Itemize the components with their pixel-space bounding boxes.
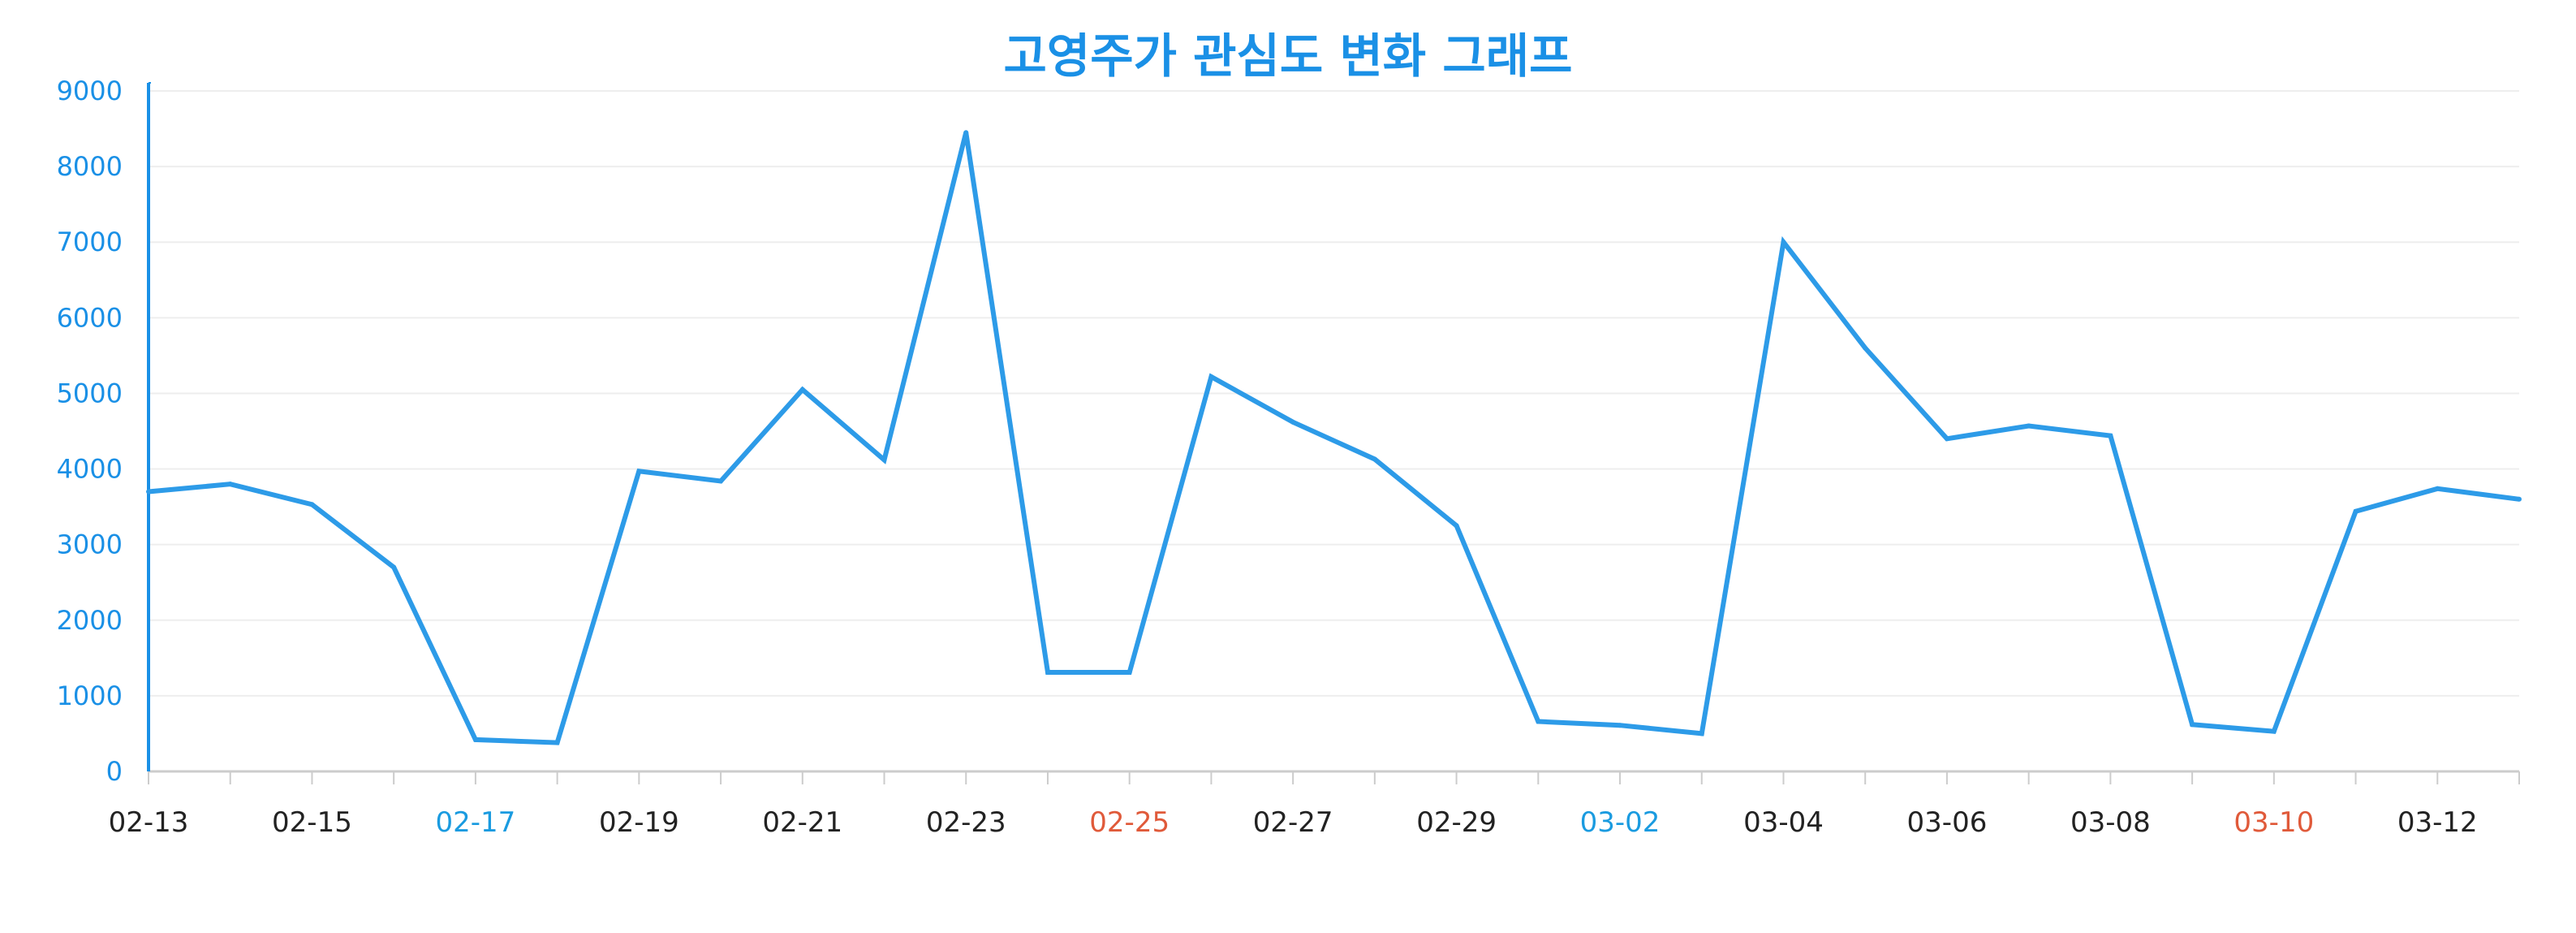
y-tick-label: 2000 xyxy=(57,605,123,636)
data-point xyxy=(1372,456,1377,462)
data-point xyxy=(2190,722,2195,728)
data-point xyxy=(2271,728,2277,734)
data-point xyxy=(1126,670,1132,676)
data-point xyxy=(1944,436,1949,442)
data-point xyxy=(309,502,315,508)
x-tick-label: 03-10 xyxy=(2234,806,2314,839)
x-tick-label: 02-21 xyxy=(762,806,842,839)
x-tick-label: 03-12 xyxy=(2397,806,2478,839)
data-point xyxy=(1536,719,1541,724)
x-tick-label: 02-15 xyxy=(272,806,352,839)
data-point xyxy=(1208,374,1214,379)
x-tick-label: 03-08 xyxy=(2070,806,2151,839)
data-point xyxy=(1454,523,1459,529)
data-point xyxy=(2108,433,2113,438)
x-tick-label: 02-19 xyxy=(599,806,679,839)
data-point xyxy=(799,387,805,392)
data-point xyxy=(2435,486,2440,491)
series-lines xyxy=(146,130,2522,745)
y-tick-label: 5000 xyxy=(57,378,123,408)
y-tick-label: 8000 xyxy=(57,151,123,182)
data-point xyxy=(1290,419,1296,425)
x-tick-label: 02-13 xyxy=(109,806,189,839)
x-tick-label: 02-29 xyxy=(1416,806,1497,839)
data-point xyxy=(2026,423,2031,429)
x-tick-label: 03-06 xyxy=(1907,806,1988,839)
x-tick-label: 02-23 xyxy=(926,806,1006,839)
data-point xyxy=(472,736,478,742)
data-point xyxy=(881,457,887,463)
y-tick-label: 4000 xyxy=(57,454,123,485)
data-point xyxy=(1699,731,1704,736)
data-point xyxy=(1045,670,1050,676)
axes xyxy=(147,82,2520,784)
grid-lines xyxy=(149,90,2519,697)
data-point xyxy=(146,489,151,495)
y-tick-label: 3000 xyxy=(57,529,123,560)
data-point xyxy=(1781,240,1786,245)
y-tick-label: 0 xyxy=(106,756,123,787)
x-tick-label: 03-04 xyxy=(1743,806,1824,839)
data-point xyxy=(2353,508,2358,514)
x-tick-label: 02-27 xyxy=(1253,806,1333,839)
x-tick-labels: 02-13 02-15 02-17 02-19 02-21 02-23 02-25 02-27… xyxy=(109,806,2478,839)
y-tick-label: 9000 xyxy=(57,76,123,106)
data-point xyxy=(636,469,642,474)
data-point xyxy=(554,740,560,745)
data-point xyxy=(391,564,397,570)
data-point xyxy=(1863,345,1868,351)
x-tick-label: 02-25 xyxy=(1089,806,1170,839)
data-point xyxy=(963,130,969,136)
series-line xyxy=(148,132,2520,745)
x-tick-label: 03-02 xyxy=(1580,806,1661,839)
y-tick-label: 1000 xyxy=(57,680,123,711)
chart-title: 고영주가 관심도 변화 그래프 xyxy=(1003,28,1573,84)
x-tick-label: 02-17 xyxy=(435,806,515,839)
y-tick-label: 6000 xyxy=(57,302,123,333)
y-tick-labels: 0 1000 2000 3000 4000 5000 6000 7000 8000 9000 xyxy=(57,76,123,787)
data-point xyxy=(1618,723,1623,728)
data-point xyxy=(2517,496,2522,502)
data-point xyxy=(718,478,724,484)
y-tick-label: 7000 xyxy=(57,227,123,257)
data-point xyxy=(227,482,233,487)
